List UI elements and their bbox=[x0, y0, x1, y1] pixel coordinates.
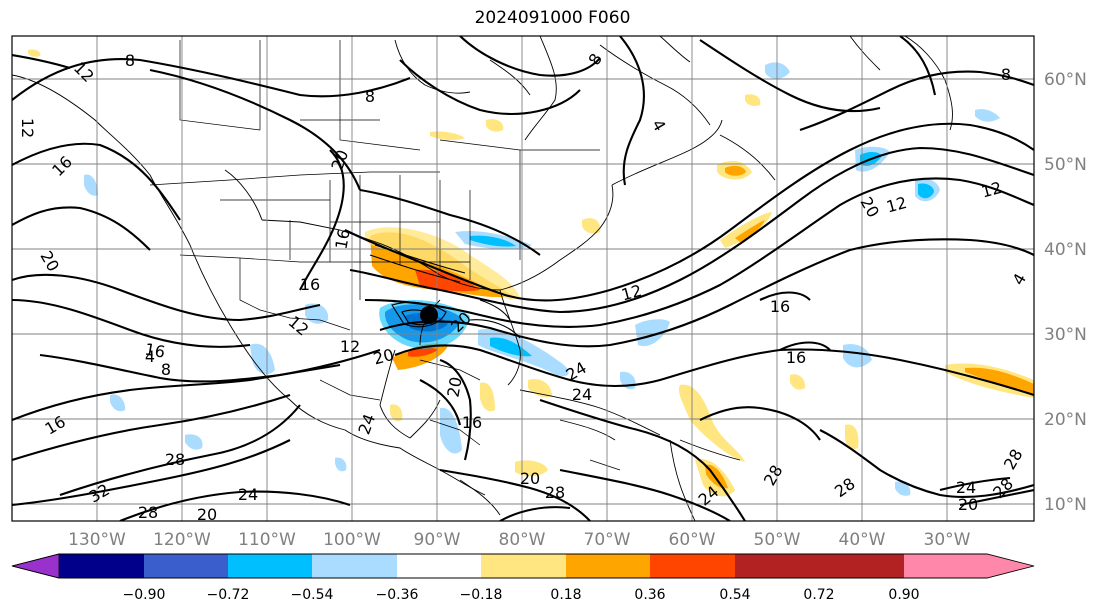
contour-label: 28 bbox=[165, 450, 185, 469]
contour-label: 12 bbox=[340, 337, 360, 356]
contour-label: 20 bbox=[443, 375, 465, 398]
map-title: 2024091000 F060 bbox=[474, 8, 631, 28]
storm-center-marker bbox=[420, 306, 438, 324]
lon-tick-label: 90°W bbox=[414, 530, 461, 550]
colorbar-segment bbox=[735, 554, 819, 578]
contour-label: 12 bbox=[884, 193, 909, 217]
contours bbox=[12, 36, 1034, 521]
shade-blue-east-core bbox=[470, 235, 516, 247]
colorbar-tick-label: 0.36 bbox=[634, 587, 665, 603]
contour-label: 16 bbox=[770, 297, 790, 316]
colorbar-tick-label: 0.54 bbox=[719, 587, 750, 603]
colorbar-outline bbox=[11, 553, 1035, 579]
contour-label: 8 bbox=[161, 360, 171, 379]
lon-tick-label: 80°W bbox=[499, 530, 546, 550]
colorbar-extend-max bbox=[904, 554, 1034, 578]
contour-label: 4 bbox=[145, 347, 155, 366]
contour-label: 20 bbox=[520, 469, 540, 488]
contour-label: 24 bbox=[956, 478, 976, 497]
lat-tick-label: 30°N bbox=[1044, 325, 1087, 345]
contour-label: 20 bbox=[958, 495, 978, 514]
colorbar-tick-label: −0.36 bbox=[376, 587, 419, 603]
lat-ticks: 10°N 20°N 30°N 40°N 50°N 60°N bbox=[1044, 70, 1087, 515]
contour-label: 12 bbox=[979, 178, 1004, 202]
colorbar-segment bbox=[819, 554, 904, 578]
map-frame bbox=[11, 35, 1035, 522]
contour-label: 16 bbox=[786, 348, 806, 367]
contour-label: 16 bbox=[143, 339, 166, 361]
contour-label: 24 bbox=[572, 385, 592, 404]
colorbar-tick-label: 0.18 bbox=[550, 587, 581, 603]
shade-red-north bbox=[415, 269, 480, 292]
lon-tick-label: 40°W bbox=[839, 530, 886, 550]
lon-tick-label: 60°W bbox=[669, 530, 716, 550]
lon-tick-label: 120°W bbox=[153, 530, 211, 550]
contour-label: 12 bbox=[619, 281, 644, 305]
lat-tick-label: 40°N bbox=[1044, 240, 1087, 260]
contour-label: 12 bbox=[18, 118, 37, 138]
colorbar-segment bbox=[481, 554, 566, 578]
colorbar-segment bbox=[312, 554, 397, 578]
contour-label: 28 bbox=[545, 483, 565, 502]
lon-tick-label: 50°W bbox=[754, 530, 801, 550]
lon-tick-label: 110°W bbox=[238, 530, 296, 550]
map-area bbox=[12, 36, 1034, 521]
contour-label: 8 bbox=[365, 87, 375, 106]
lon-tick-label: 30°W bbox=[924, 530, 971, 550]
contour-label: 20 bbox=[197, 505, 217, 524]
lon-tick-label: 100°W bbox=[323, 530, 381, 550]
colorbar-segment bbox=[397, 554, 481, 578]
lon-tick-label: 130°W bbox=[68, 530, 126, 550]
graticule bbox=[12, 36, 1034, 521]
lat-tick-label: 10°N bbox=[1044, 495, 1087, 515]
shade-blue-south-core bbox=[490, 337, 532, 357]
colorbar-segment bbox=[650, 554, 735, 578]
contour-label: 16 bbox=[300, 275, 320, 294]
colorbar: −0.90 −0.72 −0.54 −0.36 −0.18 0.18 0.36 … bbox=[11, 553, 1035, 603]
contour-label: 8 bbox=[1001, 65, 1011, 84]
lon-tick-label: 70°W bbox=[584, 530, 631, 550]
contour-label: 20 bbox=[371, 345, 396, 369]
colorbar-segment bbox=[144, 554, 228, 578]
shade-yellow-north bbox=[365, 227, 520, 300]
colorbar-tick-label: −0.54 bbox=[291, 587, 334, 603]
colorbar-segment bbox=[566, 554, 650, 578]
contour-label: 28 bbox=[138, 503, 158, 522]
contour-label: 8 bbox=[125, 51, 135, 70]
colorbar-tick-label: 0.72 bbox=[803, 587, 834, 603]
contour-label: 16 bbox=[331, 227, 353, 250]
colorbar-segment bbox=[228, 554, 312, 578]
lat-tick-label: 20°N bbox=[1044, 410, 1087, 430]
contour-label: 16 bbox=[462, 413, 482, 432]
lon-ticks: 130°W 120°W 110°W 100°W 90°W 80°W 70°W 6… bbox=[68, 530, 971, 550]
lat-tick-label: 60°N bbox=[1044, 70, 1087, 90]
colorbar-tick-label: −0.90 bbox=[123, 587, 166, 603]
colorbar-tick-label: −0.72 bbox=[207, 587, 250, 603]
colorbar-tick-label: 0.90 bbox=[888, 587, 919, 603]
colorbar-segment bbox=[59, 554, 144, 578]
colorbar-tick-label: −0.18 bbox=[460, 587, 503, 603]
thin-contours bbox=[369, 244, 521, 339]
lat-tick-label: 50°N bbox=[1044, 155, 1087, 175]
contour-label: 24 bbox=[238, 485, 258, 504]
colorbar-extend-min bbox=[11, 553, 60, 579]
